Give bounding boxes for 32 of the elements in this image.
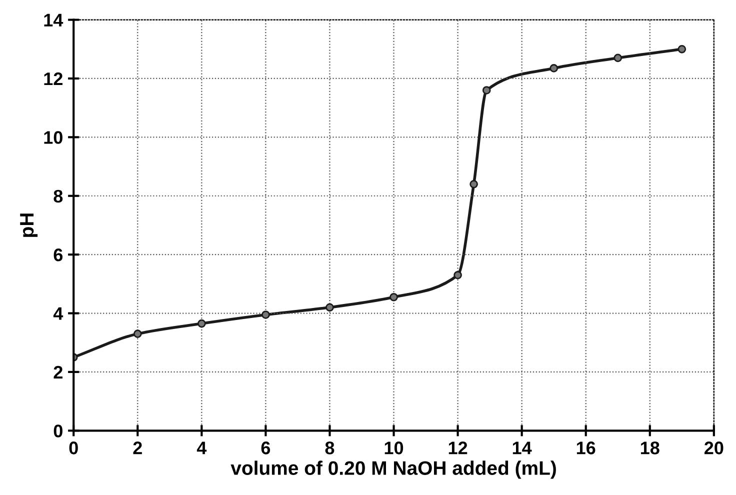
y-tick-label: 0 [54, 424, 62, 438]
x-tick-label: 8 [325, 442, 334, 454]
y-tick-label: 12 [44, 72, 62, 86]
x-tick-label: 20 [704, 442, 724, 454]
point [133, 330, 142, 338]
point [470, 180, 478, 188]
x-tick-label: 16 [576, 442, 596, 454]
x-tick-label: 18 [640, 442, 660, 454]
point [197, 319, 206, 328]
point [262, 310, 270, 319]
y-axis-title: pH [20, 214, 38, 237]
point [482, 86, 491, 94]
point [550, 64, 558, 72]
point [678, 44, 686, 54]
y-tick-label: 10 [44, 131, 62, 144]
x-tick-label: 0 [69, 442, 78, 454]
point [454, 270, 462, 280]
x-tick-label: 10 [384, 442, 404, 454]
x-tick-label: 14 [512, 442, 532, 454]
point [390, 292, 398, 302]
point [326, 303, 334, 312]
point [614, 54, 622, 62]
x-tick-label: 2 [133, 442, 142, 454]
y-tick-label: 14 [44, 14, 64, 26]
x-tick-label: 12 [448, 442, 468, 454]
x-tick-label: 6 [261, 442, 270, 454]
y-tick-label: 2 [54, 366, 62, 378]
y-tick-label: 4 [53, 307, 64, 320]
y-tick-label: 8 [54, 190, 63, 203]
x-axis-title: volume of 0.20 M NaOH added (mL) [230, 460, 556, 479]
x-tick-label: 4 [196, 442, 207, 454]
y-tick-label: 6 [54, 248, 63, 262]
